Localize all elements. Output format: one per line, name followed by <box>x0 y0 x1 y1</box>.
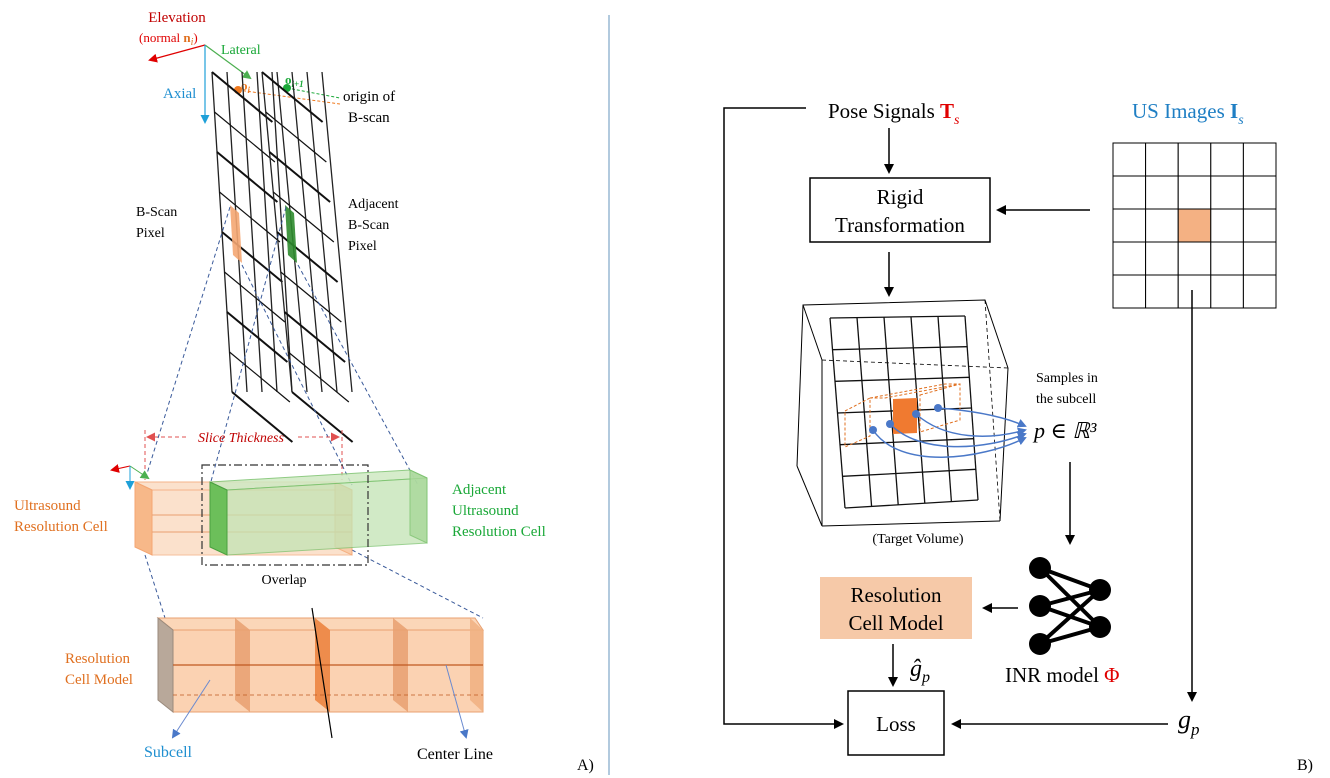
bscan-pixel-highlight <box>285 205 297 263</box>
bscan-column-line <box>242 72 262 392</box>
us-grid-cell <box>1113 176 1146 209</box>
panel-a-id: A) <box>577 757 594 774</box>
origin-text-1: origin of <box>343 89 395 105</box>
adj-bscan-label-2: B-Scan <box>348 218 389 233</box>
inr-model-label: INR model Φ <box>1005 663 1120 687</box>
volume-grid-line <box>840 439 974 445</box>
us-grid-cell <box>1146 242 1179 275</box>
sample-arrow <box>916 414 1025 436</box>
us-grid-cell <box>1178 143 1211 176</box>
sample-point <box>869 426 877 434</box>
sample-formula: p ∈ ℝ³ <box>1032 418 1097 443</box>
projection-lines <box>145 207 483 618</box>
us-grid-cell <box>1146 275 1179 308</box>
g-label: gp <box>1178 705 1200 739</box>
us-grid-cell <box>1243 275 1276 308</box>
sample-point <box>912 410 920 418</box>
us-grid-cell <box>1146 209 1179 242</box>
rcm-label-2: Cell Model <box>848 611 943 635</box>
samples-label-1: Samples in <box>1036 371 1098 386</box>
us-grid-cell <box>1211 143 1244 176</box>
volume-grid-line <box>835 377 969 381</box>
pose-signals-label: Pose Signals Ts <box>828 99 960 128</box>
us-resolution-cell-label-2: Resolution Cell <box>14 519 108 535</box>
us-grid-cell <box>1211 275 1244 308</box>
us-grid-cell <box>1211 209 1244 242</box>
g-hat-label: ĝp <box>910 656 930 686</box>
panel-a: Elevation (normal ni) Lateral Axial oi o… <box>14 10 594 774</box>
center-line-label: Center Line <box>417 746 493 763</box>
us-grid-cell <box>1211 176 1244 209</box>
loss-label: Loss <box>876 712 916 736</box>
sample-point <box>934 404 942 412</box>
axial-label: Axial <box>163 86 196 102</box>
us-grid-cell <box>1243 143 1276 176</box>
us-grid-cell <box>1178 242 1211 275</box>
target-volume <box>797 300 1025 526</box>
resolution-cell-model <box>158 608 483 738</box>
slice-thickness-label: Slice Thickness <box>198 431 284 446</box>
bscan-column-line <box>292 72 322 392</box>
us-grid-cell <box>1113 209 1146 242</box>
us-grid-cell <box>1178 176 1211 209</box>
elevation-label: Elevation <box>148 10 206 26</box>
origin-text-2: B-scan <box>348 110 390 126</box>
panel-b-id: B) <box>1297 757 1313 774</box>
us-grid-cell <box>1146 143 1179 176</box>
us-grid-highlight-pixel <box>1178 209 1211 242</box>
bscan-plane <box>212 72 292 442</box>
overlap-label: Overlap <box>261 573 306 588</box>
res-cell-model-label-2: Cell Model <box>65 672 133 688</box>
adj-cell-label-1: Adjacent <box>452 482 507 498</box>
panel-b: Pose Signals Ts US Images Is Rigid Trans… <box>724 99 1313 774</box>
volume-grid-line <box>830 316 965 318</box>
inr-network-icon <box>1029 557 1111 655</box>
us-grid-cell <box>1243 242 1276 275</box>
us-images-label: US Images Is <box>1132 99 1244 128</box>
us-grid-cell <box>1146 176 1179 209</box>
rigid-label-2: Transformation <box>835 213 965 237</box>
target-volume-label: (Target Volume) <box>872 532 964 547</box>
sample-point <box>886 420 894 428</box>
us-grid-cell <box>1113 242 1146 275</box>
bscan-pixel-label-2: Pixel <box>136 226 165 241</box>
volume-grid-line <box>845 500 978 508</box>
us-grid-cell <box>1243 209 1276 242</box>
subcell-outline <box>870 384 960 398</box>
us-grid-cell <box>1178 275 1211 308</box>
bscan-row-line <box>292 392 353 442</box>
adjacent-us-resolution-cell <box>210 470 427 555</box>
adj-bscan-label-1: Adjacent <box>348 197 399 212</box>
volume-grid-line <box>833 347 968 350</box>
subcell-label: Subcell <box>144 744 193 761</box>
rigid-label-1: Rigid <box>877 185 924 209</box>
sample-arrow <box>938 408 1025 426</box>
us-resolution-cell-label-1: Ultrasound <box>14 498 81 514</box>
adj-cell-label-2: Ultrasound <box>452 503 519 519</box>
origin-oi1-label: oi+1 <box>285 72 304 89</box>
adj-cell-label-3: Resolution Cell <box>452 524 546 540</box>
bscan-pixel-label-1: B-Scan <box>136 205 177 220</box>
sample-arrow <box>873 430 1025 457</box>
us-grid-cell <box>1243 176 1276 209</box>
us-grid-cell <box>1113 275 1146 308</box>
bscan-pixel-highlight <box>230 205 242 263</box>
adj-bscan-label-3: Pixel <box>348 239 377 254</box>
us-grid-cell <box>1211 242 1244 275</box>
volume-grid-line <box>843 469 976 476</box>
samples-label-2: the subcell <box>1036 392 1096 407</box>
normal-label: (normal ni) <box>139 30 198 48</box>
rcm-label-1: Resolution <box>850 583 942 607</box>
us-image-grid <box>1113 143 1276 308</box>
us-grid-cell <box>1113 143 1146 176</box>
res-cell-model-label-1: Resolution <box>65 651 131 667</box>
lateral-label: Lateral <box>221 43 261 58</box>
target-volume-grid <box>830 316 1025 508</box>
